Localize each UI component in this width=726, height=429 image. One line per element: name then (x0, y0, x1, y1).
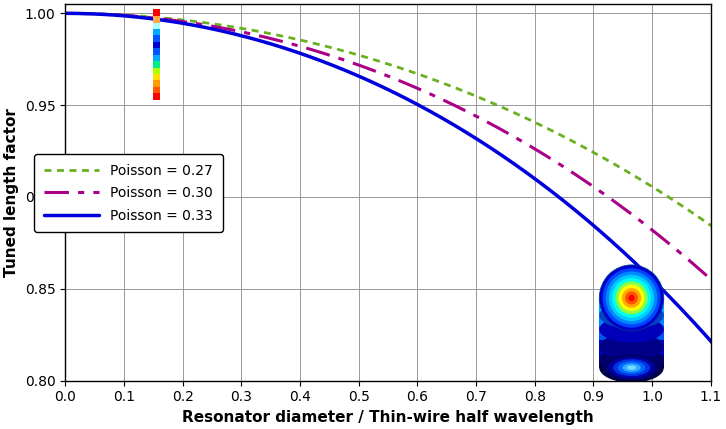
Ellipse shape (599, 316, 664, 342)
Ellipse shape (608, 357, 655, 378)
Bar (152, 73, 160, 80)
Bar (152, 48, 160, 54)
Bar (152, 29, 160, 35)
Poisson = 0.27 (712, 227, 721, 232)
Poisson = 0.27 (285, 35, 294, 40)
Ellipse shape (628, 295, 635, 301)
Poisson = 0.33 (61, 11, 70, 16)
Bar (152, 22, 160, 29)
Line: Poisson = 0.30: Poisson = 0.30 (65, 13, 717, 284)
Bar (152, 86, 160, 93)
Ellipse shape (605, 272, 657, 324)
Bar (152, 9, 160, 16)
Ellipse shape (622, 288, 641, 308)
Ellipse shape (619, 285, 645, 311)
Bar (152, 93, 160, 100)
Legend: Poisson = 0.27, Poisson = 0.30, Poisson = 0.33: Poisson = 0.27, Poisson = 0.30, Poisson … (34, 154, 223, 232)
Bar (152, 16, 160, 23)
Line: Poisson = 0.33: Poisson = 0.33 (65, 13, 717, 347)
Poisson = 0.30 (61, 11, 70, 16)
Bar (599, 354, 664, 368)
Ellipse shape (599, 347, 664, 374)
Bar (152, 61, 160, 67)
Bar (599, 312, 664, 326)
Poisson = 0.33 (540, 183, 549, 188)
Poisson = 0.33 (220, 29, 229, 34)
Ellipse shape (625, 291, 638, 305)
Poisson = 0.30 (404, 82, 412, 87)
Ellipse shape (622, 363, 641, 372)
Poisson = 0.30 (712, 282, 721, 287)
Poisson = 0.30 (285, 41, 294, 46)
Ellipse shape (599, 334, 664, 360)
Poisson = 0.27 (220, 23, 229, 28)
Bar (152, 42, 160, 48)
Ellipse shape (604, 355, 659, 381)
Ellipse shape (616, 281, 648, 314)
Bar (152, 54, 160, 61)
Line: Poisson = 0.27: Poisson = 0.27 (65, 13, 717, 230)
X-axis label: Resonator diameter / Thin-wire half wavelength: Resonator diameter / Thin-wire half wave… (182, 410, 594, 425)
Ellipse shape (599, 302, 664, 329)
Poisson = 0.30 (238, 30, 247, 35)
Bar (599, 298, 664, 312)
Bar (152, 80, 160, 87)
Poisson = 0.27 (404, 68, 412, 73)
Ellipse shape (627, 366, 636, 370)
Ellipse shape (599, 353, 664, 383)
Bar (152, 35, 160, 42)
Bar (599, 340, 664, 354)
Ellipse shape (609, 275, 654, 321)
Ellipse shape (599, 265, 664, 331)
Poisson = 0.27 (540, 124, 549, 130)
Poisson = 0.33 (404, 97, 412, 102)
Poisson = 0.30 (372, 69, 380, 74)
Poisson = 0.27 (238, 26, 247, 31)
Y-axis label: Tuned length factor: Tuned length factor (4, 108, 19, 277)
Poisson = 0.33 (372, 81, 380, 86)
Ellipse shape (618, 361, 645, 374)
Poisson = 0.33 (238, 33, 247, 39)
Ellipse shape (613, 359, 650, 376)
Poisson = 0.27 (61, 11, 70, 16)
Bar (599, 326, 664, 340)
Ellipse shape (612, 278, 651, 318)
Poisson = 0.30 (220, 26, 229, 31)
Poisson = 0.33 (285, 47, 294, 52)
Poisson = 0.27 (372, 57, 380, 63)
Poisson = 0.33 (712, 345, 721, 350)
Poisson = 0.30 (540, 152, 549, 157)
Ellipse shape (603, 268, 661, 328)
Bar (152, 67, 160, 74)
